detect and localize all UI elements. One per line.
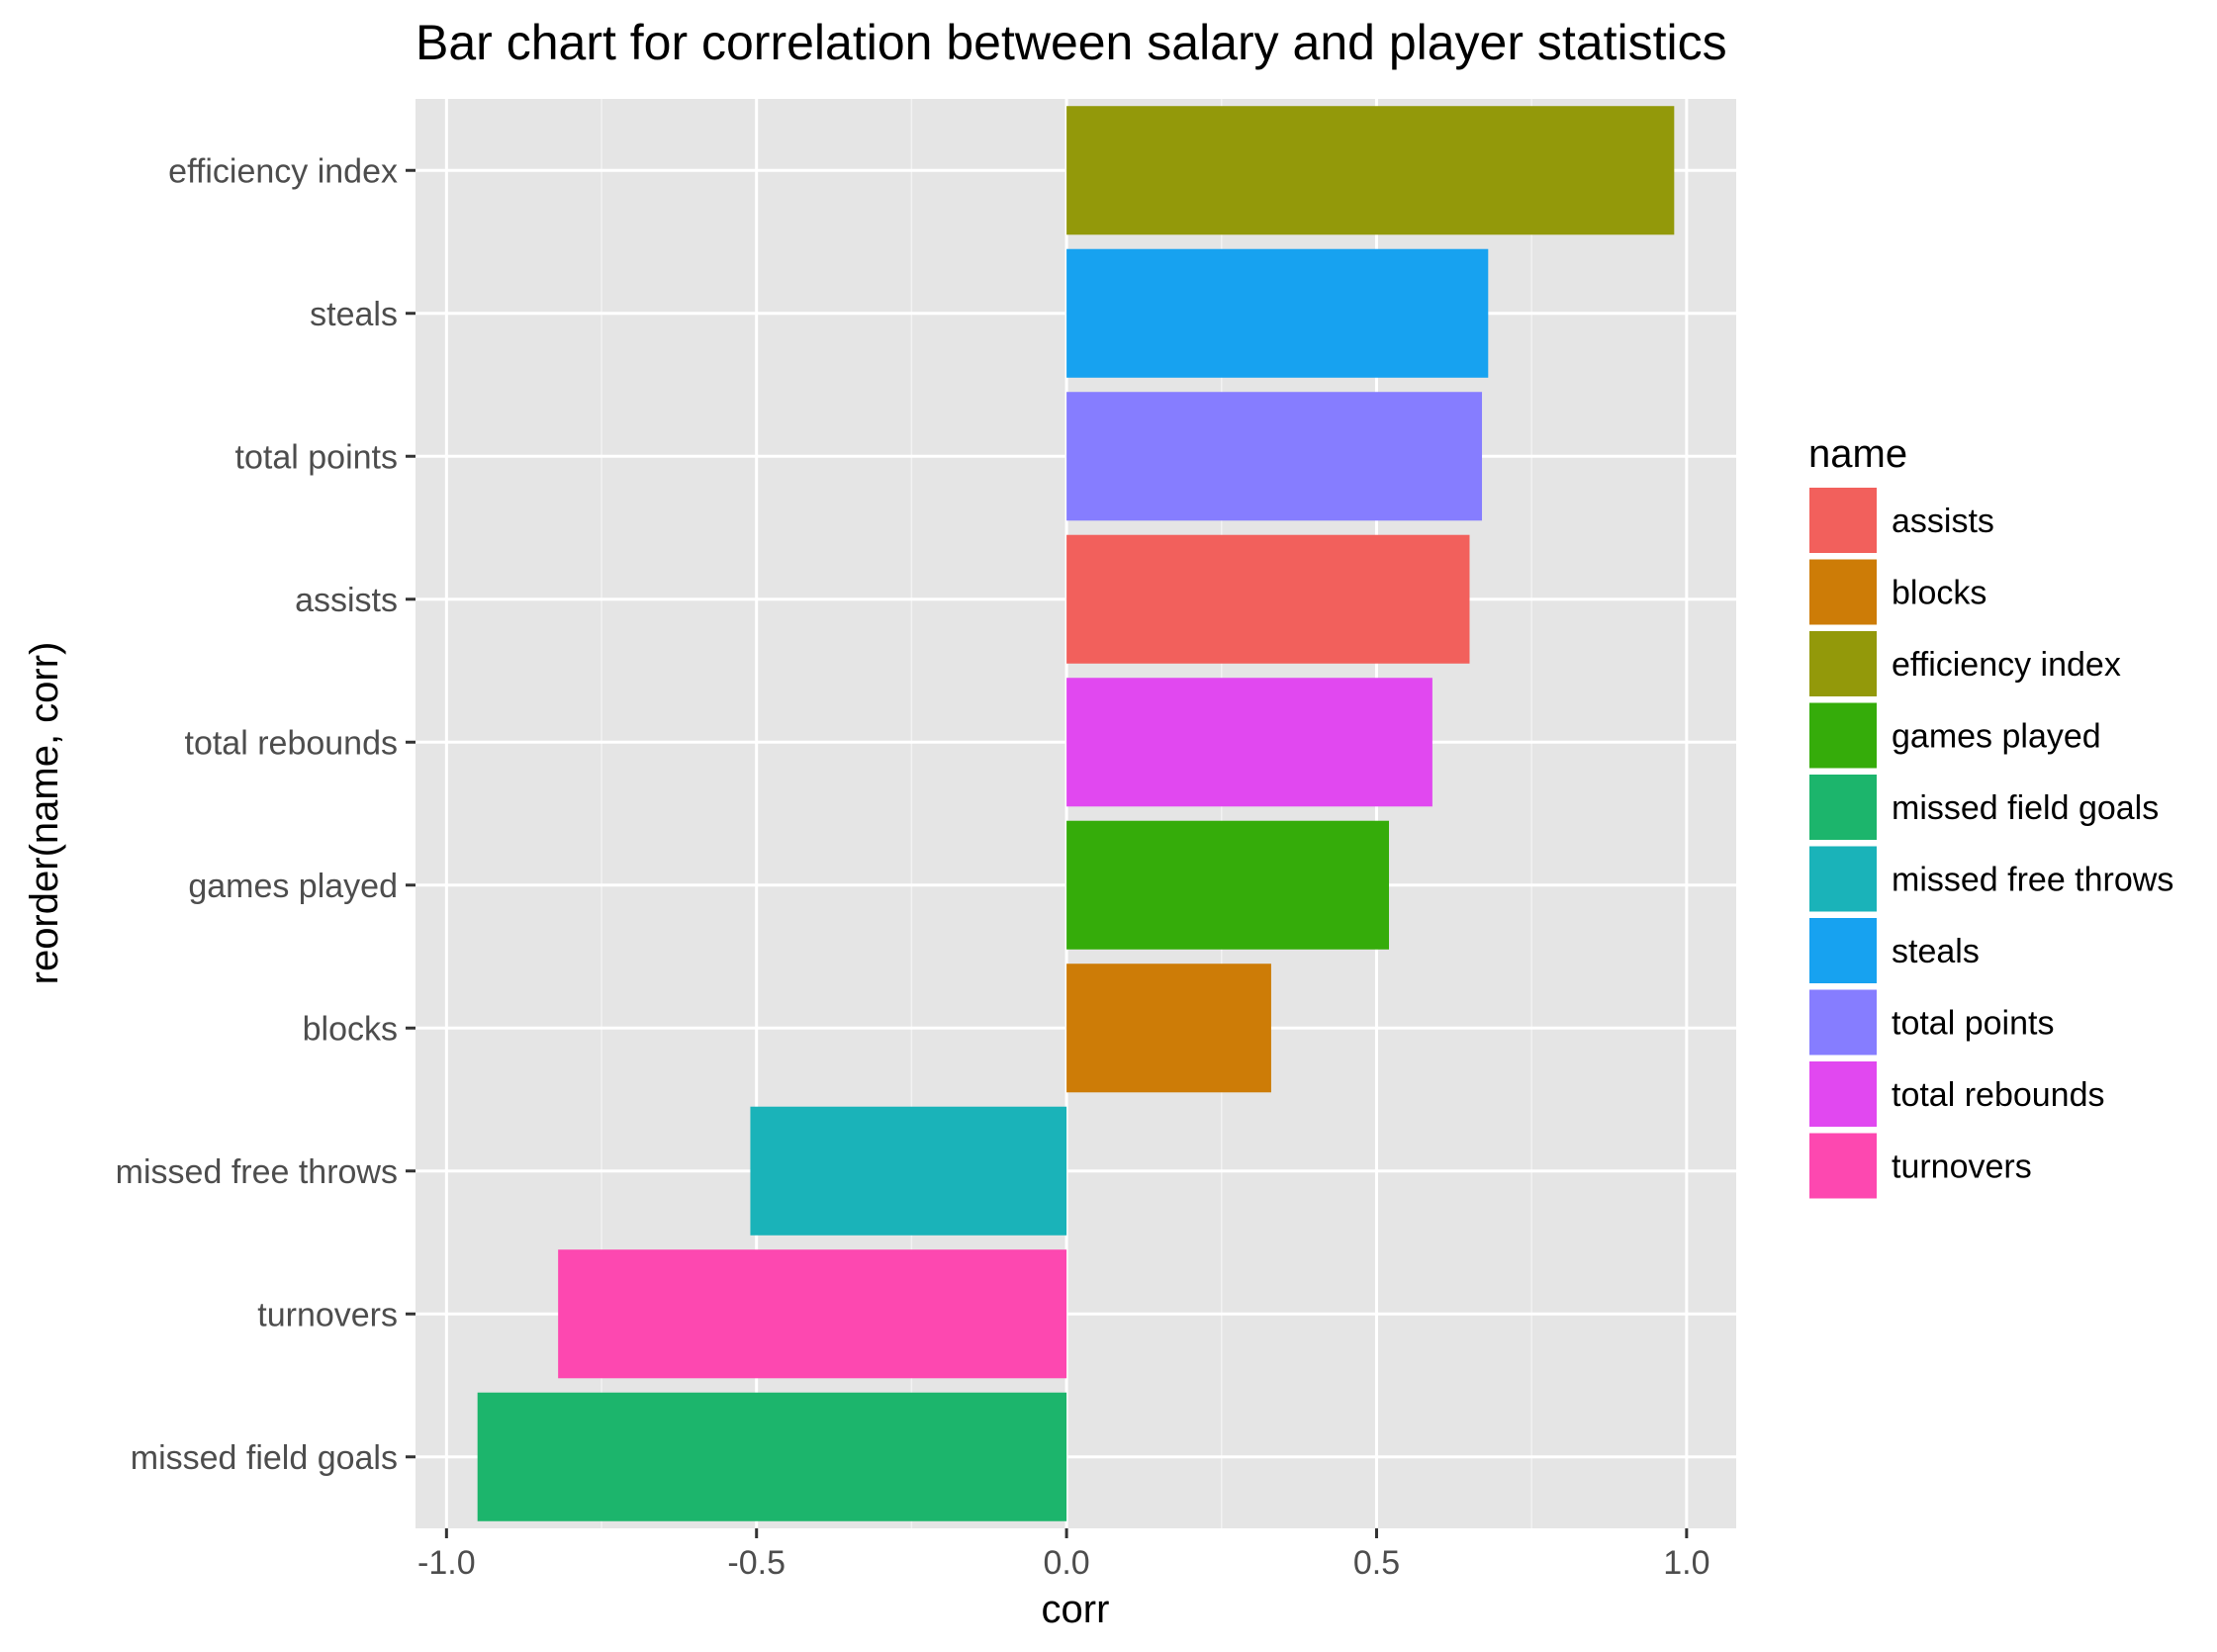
legend-key-assists: [1807, 486, 1879, 555]
legend-label-total-points: total points: [1892, 1005, 2054, 1043]
legend-key-missed-free-throws: [1807, 844, 1879, 914]
x-axis: -1.0 -0.5 0.0 0.5 1.0: [417, 1528, 1709, 1582]
y-axis-title: reorder(name, corr): [23, 642, 66, 985]
legend-key-total-points: [1807, 987, 1879, 1057]
legend-key-total-rebounds: [1807, 1059, 1879, 1129]
bars: [477, 106, 1675, 1521]
legend-label-assists: assists: [1892, 503, 1994, 540]
chart-title: Bar chart for correlation between salary…: [416, 15, 1727, 70]
legend-key-turnovers: [1807, 1131, 1879, 1201]
bar-blocks: [1066, 964, 1271, 1093]
y-tick-label: missed free throws: [116, 1153, 398, 1191]
x-tick-label: -0.5: [727, 1544, 785, 1582]
y-tick-label: blocks: [303, 1010, 398, 1048]
y-tick-label: assists: [295, 582, 398, 619]
bar-games-played: [1066, 820, 1390, 950]
y-tick-label: total rebounds: [185, 724, 399, 762]
legend-label-games-played: games played: [1892, 718, 2101, 756]
y-tick-label: games played: [188, 868, 398, 905]
legend-key-steals: [1807, 916, 1879, 985]
legend: name assists blocks efficiency index games …: [1807, 432, 2173, 1201]
legend-key-blocks: [1807, 557, 1879, 627]
y-tick-label: turnovers: [257, 1296, 398, 1333]
x-axis-title: corr: [1042, 1588, 1110, 1631]
legend-label-steals: steals: [1892, 933, 1980, 970]
legend-label-efficiency-index: efficiency index: [1892, 646, 2121, 684]
y-tick-label: steals: [310, 296, 398, 333]
bar-total-points: [1066, 392, 1483, 521]
legend-label-total-rebounds: total rebounds: [1892, 1076, 2105, 1114]
bar-turnovers: [558, 1249, 1067, 1379]
x-tick-label: 0.5: [1353, 1544, 1400, 1582]
x-tick-label: 0.0: [1043, 1544, 1089, 1582]
bar-missed-free-throws: [750, 1106, 1067, 1236]
legend-key-missed-field-goals: [1807, 773, 1879, 842]
legend-label-missed-free-throws: missed free throws: [1892, 862, 2173, 899]
y-tick-label: efficiency index: [168, 152, 398, 190]
legend-label-blocks: blocks: [1892, 575, 1986, 612]
y-tick-label: missed field goals: [131, 1439, 398, 1477]
bar-total-rebounds: [1066, 678, 1432, 807]
legend-label-missed-field-goals: missed field goals: [1892, 789, 2159, 827]
bar-steals: [1066, 248, 1489, 378]
y-axis: efficiency index steals total points assist…: [116, 152, 416, 1477]
legend-label-turnovers: turnovers: [1892, 1148, 2032, 1186]
bar-assists: [1066, 534, 1470, 664]
legend-key-games-played: [1807, 700, 1879, 771]
legend-key-efficiency-index: [1807, 629, 1879, 698]
bar-missed-field-goals: [477, 1392, 1067, 1521]
x-tick-label: -1.0: [417, 1544, 476, 1582]
y-tick-label: total points: [235, 438, 398, 476]
x-tick-label: 1.0: [1663, 1544, 1709, 1582]
legend-title: name: [1808, 432, 1907, 476]
bar-efficiency-index: [1066, 106, 1675, 235]
